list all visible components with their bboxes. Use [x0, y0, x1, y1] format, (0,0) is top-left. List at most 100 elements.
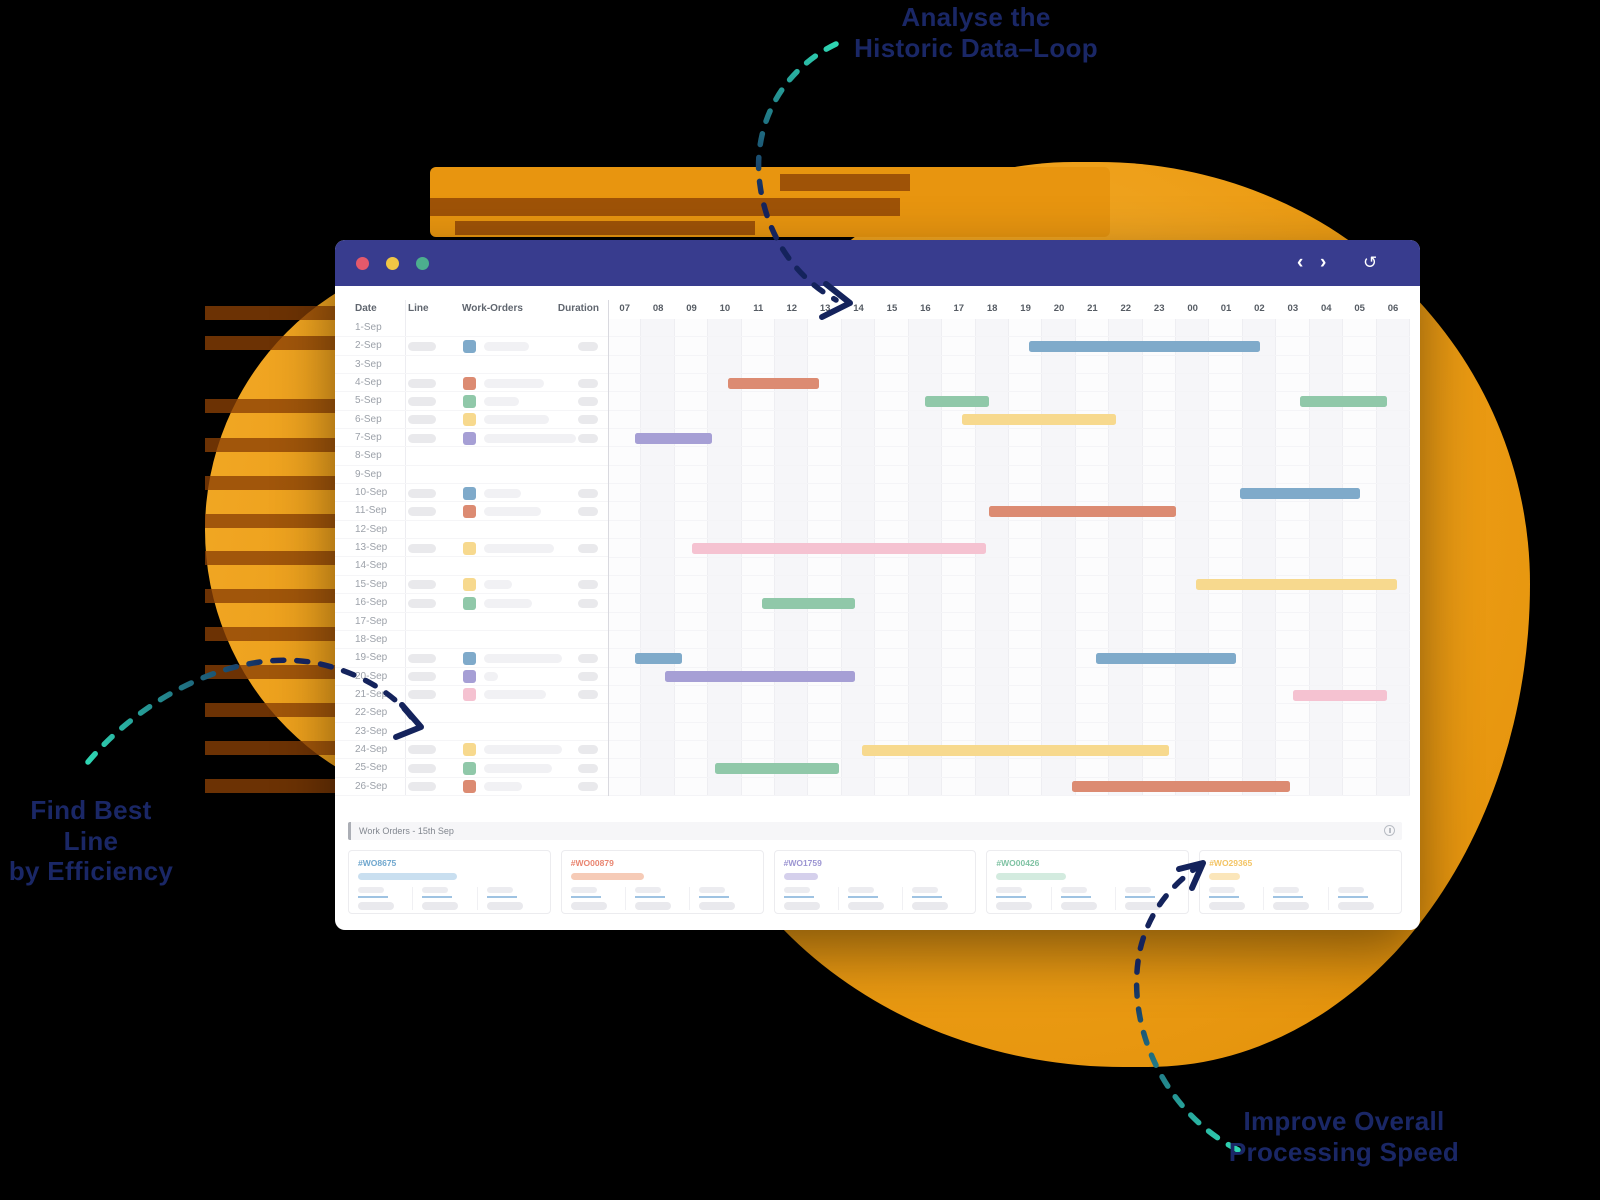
workorder-placeholder	[484, 763, 552, 773]
gantt-bar-5-Sep[interactable]	[1299, 395, 1387, 407]
work-order-card[interactable]: #WO29365	[1199, 850, 1402, 914]
window-titlebar: ‹ › ↺	[335, 240, 1420, 286]
hour-label-17: 17	[953, 303, 965, 314]
refresh-icon[interactable]: ↺	[1363, 253, 1378, 272]
hour-label-07: 07	[619, 303, 630, 314]
gantt-bar-4-Sep[interactable]	[728, 377, 819, 389]
table-row[interactable]: 21-Sep	[335, 686, 608, 705]
work-order-id: #WO29365	[1209, 858, 1253, 868]
gantt-row	[608, 356, 1410, 375]
table-row[interactable]: 4-Sep	[335, 374, 608, 393]
date-label: 8-Sep	[355, 450, 382, 462]
workorder-color-chip	[463, 504, 476, 518]
minimize-window-dot[interactable]	[386, 257, 399, 270]
gantt-bar-26-Sep[interactable]	[1072, 781, 1290, 793]
workorder-color-chip	[463, 670, 476, 684]
gantt-bar-21-Sep[interactable]	[1293, 689, 1387, 701]
table-row[interactable]: 26-Sep	[335, 778, 608, 796]
gantt-bar-19-Sep[interactable]	[634, 652, 682, 664]
field-value-placeholder	[699, 902, 736, 910]
hour-label-11: 11	[753, 303, 764, 314]
gantt-bar-2-Sep[interactable]	[1029, 340, 1260, 352]
table-row[interactable]: 7-Sep	[335, 429, 608, 448]
field-value-underline	[912, 896, 943, 898]
line-placeholder	[408, 782, 436, 792]
gantt-row	[608, 668, 1410, 686]
gantt-bar-24-Sep[interactable]	[861, 744, 1170, 756]
gantt-bar-19-Sep[interactable]	[1095, 652, 1237, 664]
gantt-bar-15-Sep[interactable]	[1196, 579, 1397, 591]
annotation-top: Analyse the Historic Data–Loop	[840, 2, 1112, 63]
work-order-card[interactable]: #WO8675	[348, 850, 551, 914]
table-row[interactable]: 13-Sep	[335, 539, 608, 558]
work-order-id: #WO00879	[570, 858, 614, 868]
gantt-bar-10-Sep[interactable]	[1239, 487, 1360, 499]
gantt-bar-7-Sep[interactable]	[634, 432, 712, 444]
gantt-bar-11-Sep[interactable]	[988, 506, 1177, 517]
line-placeholder	[408, 415, 436, 425]
duration-placeholder	[578, 506, 598, 516]
workorder-placeholder	[484, 782, 522, 792]
work-order-field	[996, 887, 1050, 910]
table-row[interactable]: 6-Sep	[335, 411, 608, 430]
gantt-bar-16-Sep[interactable]	[761, 597, 856, 609]
date-label: 13-Sep	[355, 542, 388, 554]
panel-info-icon[interactable]	[1384, 825, 1395, 836]
gantt-bar-20-Sep[interactable]	[664, 671, 856, 683]
close-window-dot[interactable]	[356, 257, 369, 270]
gantt-bar-13-Sep[interactable]	[691, 542, 986, 554]
gantt-row	[608, 319, 1410, 338]
gantt-row	[608, 429, 1410, 448]
workorder-color-chip	[463, 541, 476, 555]
nav-forward-icon[interactable]: ›	[1320, 252, 1327, 273]
field-value-underline	[635, 896, 666, 898]
maximize-window-dot[interactable]	[416, 257, 429, 270]
decor-left-stripe	[205, 306, 335, 320]
decor-left-stripe	[205, 336, 335, 350]
gantt-bar-25-Sep[interactable]	[714, 762, 839, 774]
workorder-color-chip	[463, 688, 476, 702]
work-order-fields	[1209, 887, 1392, 910]
gantt-row	[608, 374, 1410, 393]
gantt-divider	[608, 300, 609, 796]
table-row[interactable]: 19-Sep	[335, 649, 608, 668]
line-placeholder	[408, 543, 436, 553]
table-row[interactable]: 11-Sep	[335, 502, 608, 521]
table-row[interactable]: 24-Sep	[335, 741, 608, 760]
table-row[interactable]: 25-Sep	[335, 759, 608, 778]
decor-left-stripe	[205, 514, 335, 528]
gantt-bar-5-Sep[interactable]	[925, 395, 989, 407]
workorder-color-chip	[463, 761, 476, 775]
work-order-card[interactable]: #WO1759	[773, 850, 977, 914]
duration-placeholder	[578, 653, 598, 663]
gantt-chart	[608, 319, 1410, 796]
work-order-card[interactable]: #WO00426	[986, 850, 1190, 914]
gantt-row	[608, 741, 1410, 760]
hour-label-06: 06	[1387, 303, 1399, 314]
field-value-placeholder	[486, 902, 523, 910]
decor-top-stripe	[430, 198, 900, 216]
field-label-placeholder	[1273, 887, 1300, 893]
gantt-bar-6-Sep[interactable]	[962, 414, 1116, 426]
workorder-placeholder	[484, 580, 512, 590]
table-row[interactable]: 15-Sep	[335, 576, 608, 595]
field-value-placeholder	[1209, 902, 1246, 910]
decor-left-stripe	[205, 399, 335, 413]
date-label: 24-Sep	[355, 743, 388, 755]
duration-placeholder	[578, 745, 598, 755]
nav-back-icon[interactable]: ‹	[1297, 252, 1304, 273]
table-row[interactable]: 20-Sep	[335, 668, 608, 686]
field-value-underline	[1060, 896, 1091, 898]
date-label: 1-Sep	[355, 322, 382, 333]
gantt-row	[608, 723, 1410, 742]
table-row[interactable]: 5-Sep	[335, 392, 608, 411]
duration-placeholder	[578, 580, 598, 590]
line-placeholder	[408, 341, 436, 351]
table-row[interactable]: 2-Sep	[335, 337, 608, 356]
field-value-underline	[422, 896, 453, 898]
table-row[interactable]: 16-Sep	[335, 594, 608, 613]
work-order-card[interactable]: #WO00879	[560, 850, 764, 914]
table-row[interactable]: 10-Sep	[335, 484, 608, 503]
field-value-placeholder	[1060, 902, 1097, 910]
